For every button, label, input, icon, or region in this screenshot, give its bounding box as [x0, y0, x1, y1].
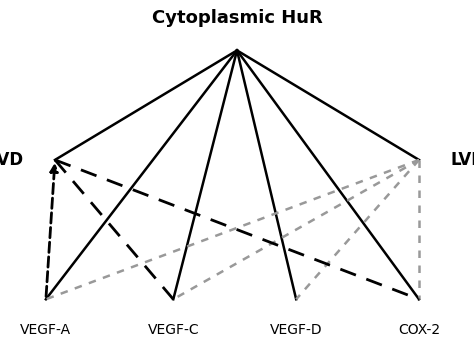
Text: MVD: MVD [0, 151, 23, 169]
Text: LVD: LVD [451, 151, 474, 169]
Text: COX-2: COX-2 [398, 323, 440, 336]
Text: VEGF-A: VEGF-A [20, 323, 72, 336]
Text: Cytoplasmic HuR: Cytoplasmic HuR [152, 9, 322, 27]
Text: VEGF-D: VEGF-D [270, 323, 322, 336]
Text: VEGF-C: VEGF-C [147, 323, 199, 336]
